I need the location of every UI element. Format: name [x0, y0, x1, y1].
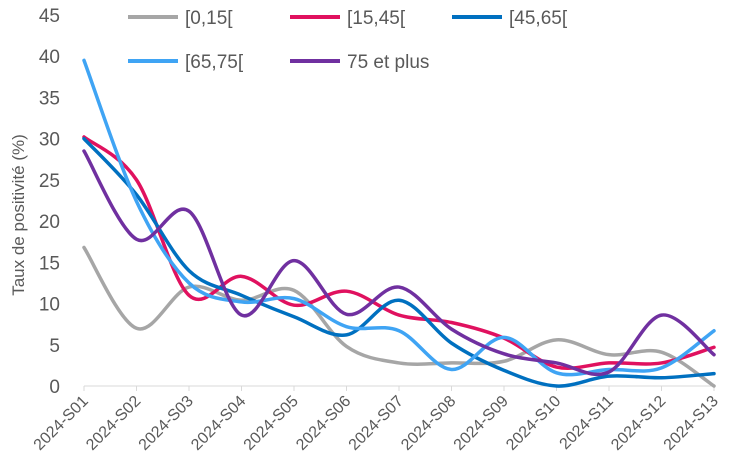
x-tick-label: 2024-S01	[31, 393, 92, 454]
x-tick-label: 2024-S07	[346, 393, 407, 454]
x-tick-label: 2024-S06	[293, 393, 354, 454]
y-axis-title-group: Taux de positivité (%)	[9, 134, 28, 296]
x-tick-label: 2024-S08	[398, 393, 459, 454]
x-tick-label: 2024-S10	[503, 393, 564, 454]
x-tick-label: 2024-S13	[661, 393, 722, 454]
legend-label-0: [0,15[	[185, 8, 233, 29]
legend-label-2: [45,65[	[509, 8, 568, 29]
y-tick-label: 45	[39, 6, 60, 27]
y-axis-ticks: 0 5 10 15 20 25 30 35 40 45	[39, 6, 60, 398]
x-tick-label: 2024-S11	[557, 393, 617, 453]
series-line-2	[82, 136, 716, 388]
x-tick-label: 2024-S03	[136, 393, 197, 454]
y-tick-label: 30	[39, 130, 60, 151]
y-tick-label: 15	[39, 253, 60, 274]
x-tick-label: 2024-S09	[451, 393, 512, 454]
series-line-3	[82, 58, 716, 377]
series-lines	[82, 58, 716, 388]
series-line-4	[82, 149, 716, 377]
y-tick-label: 5	[49, 336, 60, 357]
series-line-0	[82, 245, 716, 388]
y-tick-label: 35	[39, 88, 60, 109]
legend: [0,15[ [15,45[ [45,65[ [65,75[ 75 et plus	[128, 8, 568, 73]
y-axis-title: Taux de positivité (%)	[9, 134, 28, 296]
y-tick-label: 0	[49, 377, 60, 398]
x-tick-label: 2024-S02	[83, 393, 144, 454]
legend-label-4: 75 et plus	[347, 52, 429, 73]
legend-label-3: [65,75[	[185, 52, 244, 73]
legend-label-1: [15,45[	[347, 8, 406, 29]
x-tick-label: 2024-S05	[241, 393, 302, 454]
y-tick-label: 10	[39, 295, 60, 316]
y-tick-label: 20	[39, 212, 60, 233]
y-tick-label: 40	[39, 47, 60, 68]
x-tick-label: 2024-S04	[188, 393, 249, 454]
x-tick-label: 2024-S12	[608, 393, 669, 454]
x-axis-ticks: 2024-S012024-S022024-S032024-S042024-S05…	[31, 386, 722, 454]
series-line-1	[82, 135, 716, 370]
y-tick-label: 25	[39, 171, 60, 192]
